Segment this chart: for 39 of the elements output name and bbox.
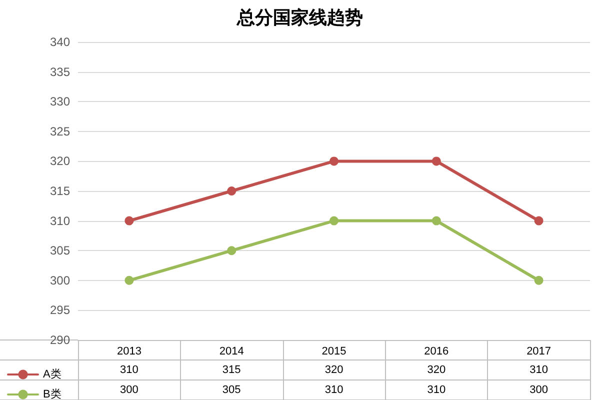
y-tick-label: 290	[50, 333, 70, 347]
point	[124, 216, 134, 226]
y-tick-label: 310	[50, 214, 70, 228]
x-tick-label: 2016	[424, 346, 449, 358]
y-tick-label: 330	[50, 94, 70, 109]
y-tick-label: 305	[50, 244, 70, 258]
y-tick-label: 315	[50, 184, 70, 198]
point	[432, 216, 441, 226]
point	[227, 246, 236, 256]
y-tick-label: 300	[50, 273, 70, 288]
data-label: 305	[222, 384, 241, 396]
point	[534, 216, 544, 226]
legend-label: A类	[43, 368, 62, 380]
point	[330, 156, 338, 166]
data-label: 315	[222, 364, 241, 376]
chart-title: 总分国家线趋势	[236, 8, 363, 28]
data-label: 320	[427, 364, 446, 376]
point	[432, 156, 441, 166]
y-tick-label: 335	[50, 64, 70, 79]
data-label: 310	[530, 364, 548, 376]
data-label: 310	[120, 364, 138, 376]
data-label: 300	[120, 384, 138, 396]
x-tick-label: 2015	[322, 346, 346, 358]
point	[227, 186, 236, 196]
y-tick-label: 320	[50, 154, 70, 168]
point	[124, 276, 134, 285]
data-label: 320	[324, 364, 344, 376]
x-tick-label: 2014	[219, 346, 244, 358]
point	[330, 216, 338, 226]
legend-label: B类	[43, 388, 62, 400]
y-tick-label: 340	[50, 35, 70, 49]
point	[534, 276, 544, 285]
data-label: 310	[427, 384, 446, 396]
y-tick-label: 295	[50, 303, 70, 318]
x-tick-label: 2017	[526, 346, 552, 358]
x-tick-label: 2013	[116, 346, 142, 358]
data-label: 310	[324, 384, 344, 396]
data-label: 300	[530, 384, 548, 396]
y-tick-label: 325	[50, 124, 70, 138]
